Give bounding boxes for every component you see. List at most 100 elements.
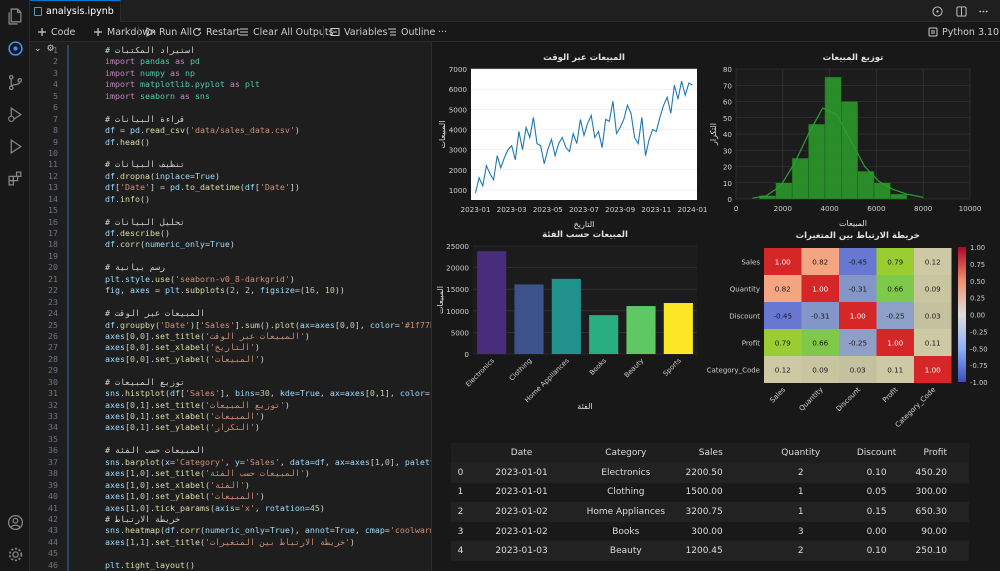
code-line[interactable]: 46 plt.tight_layout()	[34, 560, 195, 571]
code-line[interactable]: 43 sns.heatmap(df.corr(numeric_only=True)…	[34, 525, 431, 536]
code-line[interactable]: 15	[34, 205, 58, 216]
more-toolbar-button[interactable]: ···	[438, 22, 447, 42]
more-actions-icon[interactable]	[976, 4, 990, 18]
code-text: axes[1,1].set_title('خريطة الارتباط بين …	[105, 536, 355, 547]
code-line[interactable]: 1 # استيراد المكتبات	[34, 45, 195, 56]
x-axis-label: المبيعات	[839, 219, 867, 228]
code-line[interactable]: 25 df.groupby('Date')['Sales'].sum().plot…	[34, 320, 431, 331]
heatmap-value: 0.09	[925, 285, 941, 294]
kernel-picker[interactable]: Python 3.10	[928, 22, 999, 42]
code-line[interactable]: 13 df['Date'] = pd.to_datetime(df['Date']…	[34, 182, 300, 193]
code-line[interactable]: 18 df.corr(numeric_only=True)	[34, 239, 235, 250]
heatmap-cell	[801, 356, 839, 383]
code-line[interactable]: 39 axes[1,0].set_xlabel('الفئة')	[34, 480, 250, 491]
account-circle-icon[interactable]	[930, 4, 944, 18]
y-tick-label: 1000	[449, 186, 468, 195]
colorbar-tick-label: 0.25	[970, 295, 985, 303]
hist-bar	[841, 101, 858, 200]
code-line[interactable]: 36 # المبيعات حسب الفئة	[34, 445, 205, 456]
code-line[interactable]: 30 # توزيع المبيعات	[34, 377, 185, 388]
line-number: 36	[48, 445, 58, 456]
heatmap-value: 0.12	[925, 258, 941, 267]
code-line[interactable]: 23	[34, 297, 58, 308]
plus-icon	[94, 28, 102, 36]
y-tick-label: 2000	[449, 166, 468, 175]
code-line[interactable]: 8 df = pd.read_csv('data/sales_data.csv')	[34, 125, 300, 136]
x-tick-label: 2023-05	[533, 205, 563, 214]
code-line[interactable]: 6	[34, 102, 58, 113]
code-line[interactable]: 7 # قراءة البيانات	[34, 114, 185, 125]
extensions-icon[interactable]	[5, 168, 25, 188]
code-line[interactable]: 16 # تحليل البيانات	[34, 217, 185, 228]
account-icon[interactable]	[5, 512, 25, 532]
split-editor-icon[interactable]	[954, 4, 968, 18]
code-line[interactable]: 32 axes[0,1].set_title('توزيع المبيعات')	[34, 399, 290, 411]
restart-button[interactable]: Restart	[192, 22, 240, 42]
tab-analysis-notebook[interactable]: analysis.ipynb	[30, 0, 121, 22]
code-cell[interactable]: ⌄ ⚙ 1 # استيراد المكتبات 2 import pandas as…	[30, 42, 432, 571]
code-line[interactable]: 35	[34, 434, 58, 445]
clear-outputs-label: Clear All Outputs	[253, 26, 334, 38]
code-line[interactable]: 5 import seaborn as sns	[34, 91, 210, 102]
code-line[interactable]: 38 axes[1,0].set_title('المبيعات حسب الفئ…	[34, 468, 310, 479]
outline-button[interactable]: Outline	[387, 22, 435, 42]
chevron-down-icon[interactable]: ⌄	[34, 44, 42, 54]
column-header: Category	[605, 448, 647, 458]
add-markdown-cell-button[interactable]: Markdown	[93, 22, 156, 42]
x-tick-label: Profit	[881, 386, 900, 405]
source-control-icon[interactable]	[5, 72, 25, 92]
code-line[interactable]: 29	[34, 365, 58, 376]
run-all-button[interactable]: Run All	[145, 22, 192, 42]
run-debug-icon[interactable]	[5, 104, 25, 124]
code-line[interactable]: 9 df.head()	[34, 137, 150, 148]
code-line[interactable]: 21 plt.style.use('seaborn-v0_8-darkgrid')	[34, 274, 295, 285]
code-line[interactable]: 44 axes[1,1].set_title('خريطة الارتباط بي…	[34, 537, 355, 548]
sales-series-line	[474, 80, 693, 194]
category-bar	[626, 306, 656, 354]
code-line[interactable]: 10	[34, 148, 58, 159]
column-header: Quantity	[781, 448, 821, 458]
code-line[interactable]: 12 df.dropna(inplace=True)	[34, 171, 220, 182]
row-index: 3	[451, 521, 470, 542]
code-line[interactable]: 33 axes[0,1].set_xlabel('المبيعات')	[34, 411, 265, 422]
code-line[interactable]: 26 axes[0,0].set_title('المبيعات عبر الوق…	[34, 331, 310, 342]
line-number: 32	[48, 399, 58, 410]
add-code-cell-button[interactable]: Code	[37, 22, 75, 42]
code-line[interactable]: 17 df.describe()	[34, 228, 170, 239]
code-line[interactable]: 22 fig, axes = plt.subplots(2, 2, figsize…	[34, 285, 345, 296]
heatmap-value: 1.00	[812, 285, 828, 294]
variables-icon	[330, 28, 340, 36]
line-number: 22	[48, 285, 58, 296]
y-tick-label: Category_Code	[707, 367, 760, 375]
code-line[interactable]: 20 # رسم بيانية	[34, 262, 165, 273]
hist-bar	[808, 124, 826, 200]
code-line[interactable]: 31 sns.histplot(df['Sales'], bins=30, kde…	[34, 388, 431, 399]
settings-gear-icon[interactable]	[5, 544, 25, 564]
play-icon[interactable]	[5, 136, 25, 156]
code-line[interactable]: 24 # المبيعات عبر الوقت	[34, 308, 205, 319]
python-icon[interactable]	[5, 38, 25, 58]
explorer-icon[interactable]	[5, 6, 25, 26]
cell-gear-icon[interactable]: ⚙	[46, 44, 55, 54]
clear-all-outputs-button[interactable]: Clear All Outputs	[239, 22, 334, 42]
code-line[interactable]: 3 import numpy as np	[34, 68, 195, 79]
code-line[interactable]: 45	[34, 548, 58, 559]
code-line[interactable]: 11 # تنظيف البيانات	[34, 159, 185, 170]
x-tick-label: 2023-09	[605, 205, 635, 214]
code-line[interactable]: 34 axes[0,1].set_ylabel('التكرار')	[34, 422, 260, 433]
y-tick-label: 20000	[446, 264, 469, 273]
line-number: 24	[48, 308, 58, 319]
table-row: 3 2023-01-02 Books 300.00 3 0.00 90.00	[451, 521, 969, 542]
code-line[interactable]: 40 axes[1,0].set_ylabel('المبيعات')	[34, 491, 265, 502]
code-line[interactable]: 41 axes[1,0].tick_params(axis='x', rotati…	[34, 503, 325, 514]
code-line[interactable]: 42 # خريطة الارتباط	[34, 514, 180, 525]
code-line[interactable]: 14 df.info()	[34, 194, 150, 205]
variables-button[interactable]: Variables	[330, 22, 387, 42]
code-line[interactable]: 2 import pandas as pd	[34, 56, 200, 67]
code-line[interactable]: 27 axes[0,0].set_xlabel('التاريخ')	[34, 342, 260, 353]
code-line[interactable]: 28 axes[0,0].set_ylabel('المبيعات')	[34, 354, 265, 365]
code-line[interactable]: 4 import matplotlib.pyplot as plt	[34, 79, 260, 90]
code-line[interactable]: 19	[34, 251, 58, 262]
code-line[interactable]: 37 sns.barplot(x='Category', y='Sales', d…	[34, 457, 431, 468]
